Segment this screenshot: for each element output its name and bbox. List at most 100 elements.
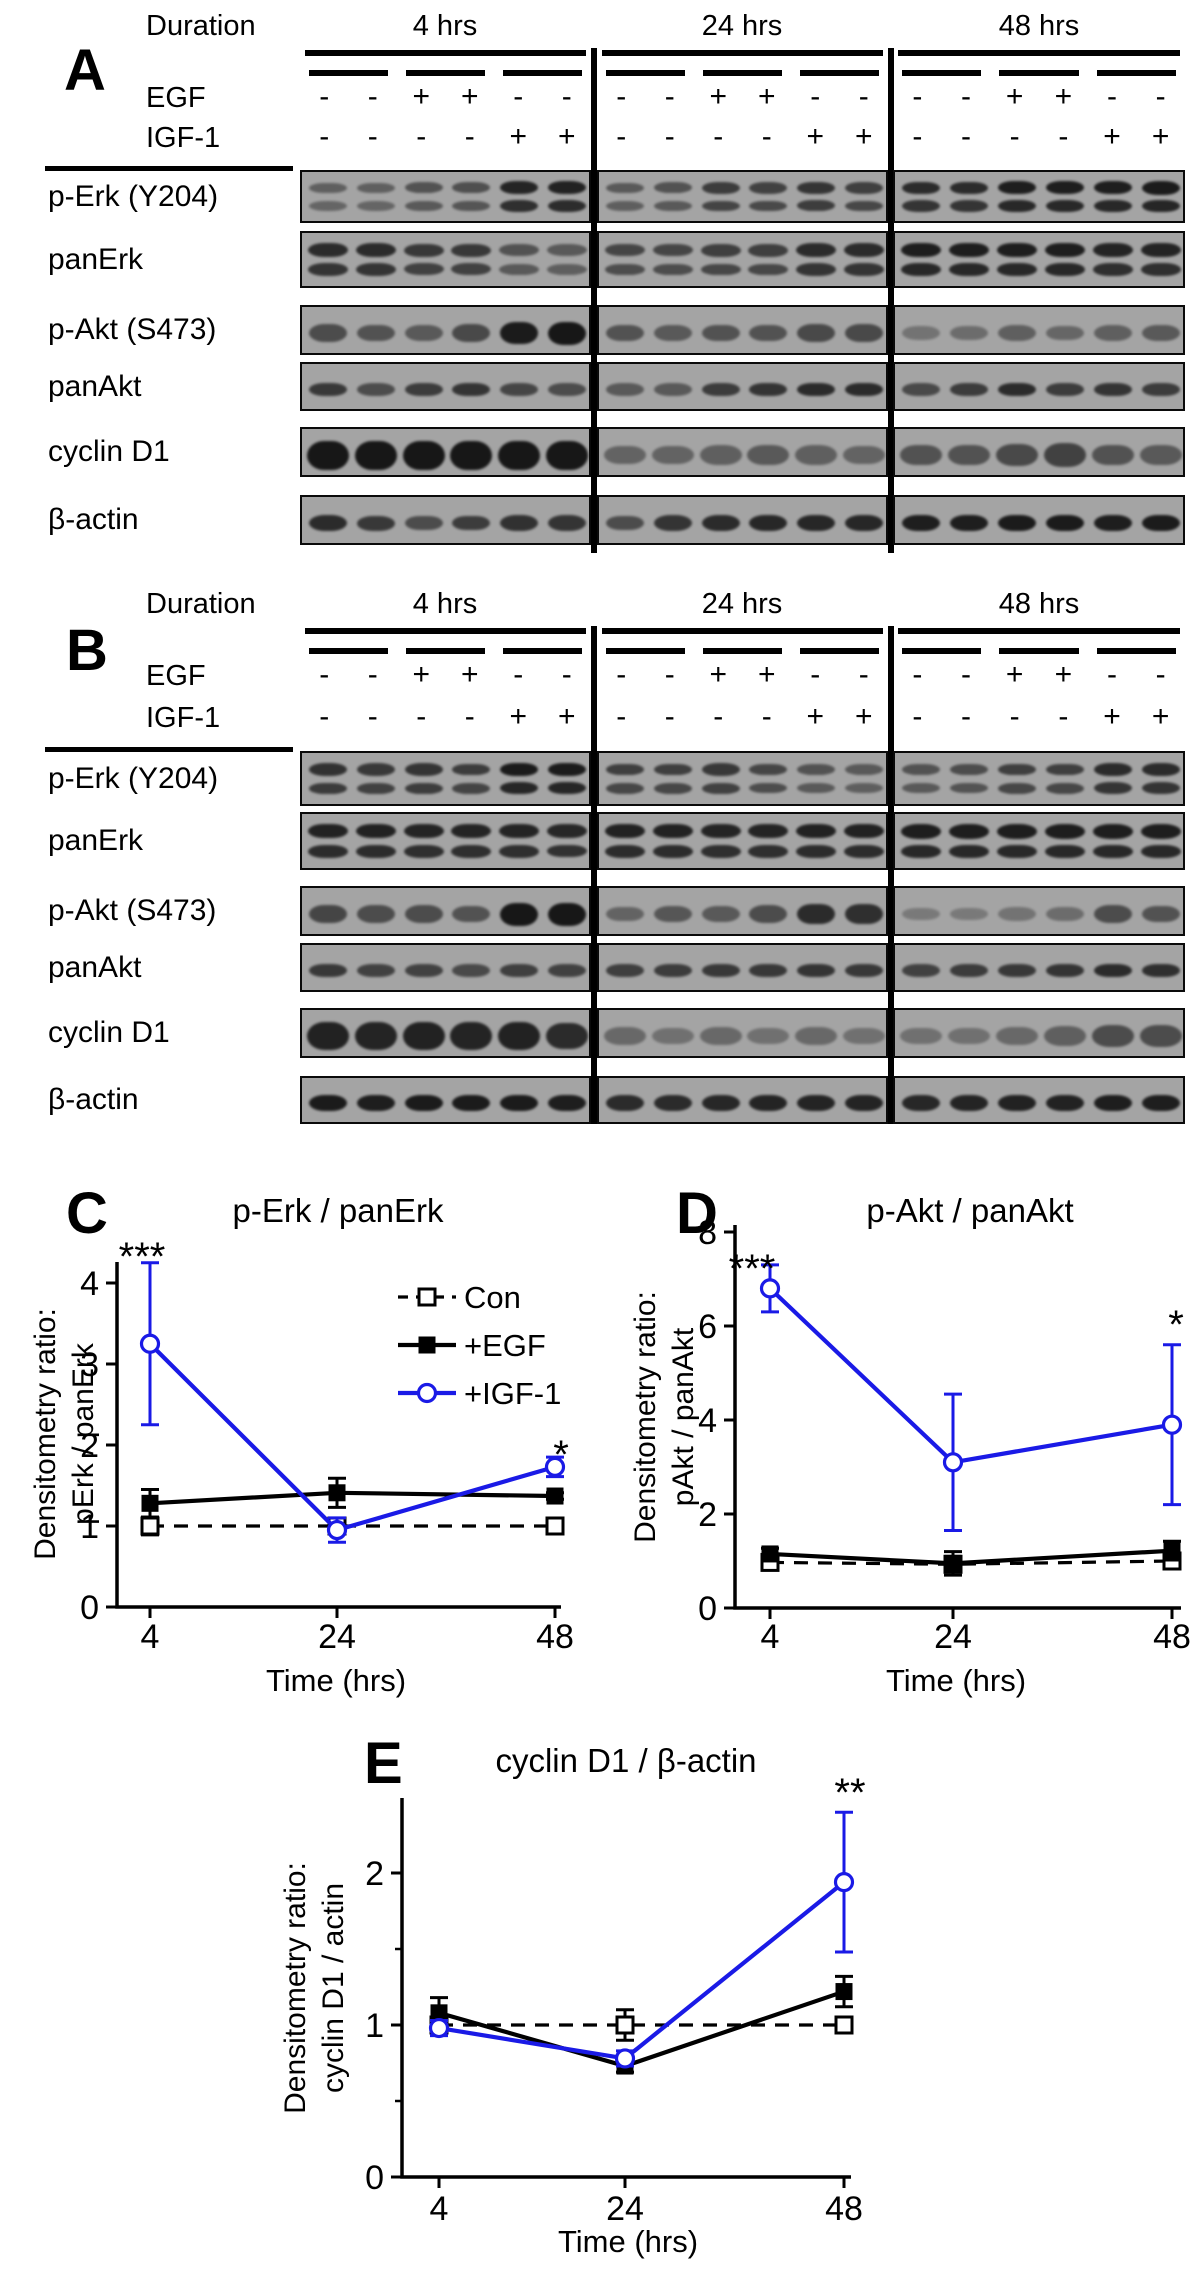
blot-band (797, 181, 835, 194)
blot-band (499, 264, 539, 275)
blot-band (902, 326, 941, 340)
time-label: 24 hrs (701, 588, 783, 620)
blot-band (1045, 1095, 1084, 1111)
y-tick-label: 2 (698, 1496, 717, 1534)
blot-band (998, 782, 1037, 794)
igf-treatment-sign: + (557, 120, 576, 153)
blot-band (452, 382, 491, 397)
blot-band (402, 440, 445, 470)
blot-band (1141, 181, 1180, 195)
blot-band (748, 844, 789, 858)
x-axis-label: Time (hrs) (558, 2224, 698, 2259)
y-tick-label: 4 (698, 1402, 717, 1440)
significance-annotation: *** (729, 1247, 776, 1291)
data-point-marker-open-square (140, 1516, 160, 1536)
blot-band (1093, 782, 1132, 794)
blot-band (307, 440, 350, 470)
data-point-marker-open-circle (428, 2017, 450, 2039)
blot-band (545, 1022, 588, 1050)
blot-band (451, 263, 492, 276)
blot-group-box (893, 305, 1185, 355)
blot-group-box (300, 362, 591, 411)
igf-treatment-sign: - (367, 700, 378, 733)
blot-band (309, 382, 348, 397)
igf-treatment-sign: + (1151, 700, 1170, 733)
blot-row-label: panAkt (48, 369, 142, 403)
blot-band (357, 383, 395, 396)
blot-band (309, 963, 348, 978)
time-label: 4 hrs (412, 588, 478, 620)
blot-band (1044, 262, 1085, 277)
egf-treatment-sign: - (561, 80, 572, 113)
egf-treatment-sign: - (961, 658, 971, 691)
blot-row-label: β-actin (48, 1083, 139, 1116)
blot-band (356, 243, 396, 257)
blot-band (997, 824, 1038, 839)
igf-treatment-sign: + (806, 120, 825, 153)
blot-band (749, 905, 788, 923)
blot-group-box (597, 170, 888, 223)
blot-band (357, 963, 395, 977)
blot-band (1141, 515, 1180, 531)
egf-treatment-sign: - (961, 80, 971, 113)
blot-band (749, 1095, 788, 1111)
blot-band (842, 1027, 885, 1045)
blot-band (1091, 1025, 1134, 1047)
blot-band (309, 782, 348, 794)
blot-band (498, 440, 540, 470)
blot-band (307, 1022, 350, 1050)
blot-band (403, 824, 444, 839)
blot-band (654, 515, 692, 531)
egf-row-label: EGF (146, 82, 206, 114)
blot-band (1091, 444, 1134, 466)
blot-band (404, 763, 443, 776)
blot-band (606, 1095, 645, 1111)
blot-band (547, 1095, 586, 1111)
blot-band (309, 904, 348, 924)
blot-band (546, 824, 587, 839)
blot-band (654, 325, 692, 341)
blot-group-box (300, 1076, 591, 1124)
lane-pair-bar (999, 70, 1079, 76)
blot-band (452, 782, 491, 794)
time-group-divider (591, 626, 597, 1124)
blot-band (605, 824, 646, 839)
y-tick-label: 0 (698, 1590, 717, 1628)
blot-band (796, 243, 836, 257)
blot-band (749, 200, 788, 212)
blot-band (1141, 1095, 1180, 1111)
blot-band (747, 1027, 790, 1045)
blot-band (1092, 844, 1133, 858)
data-point-marker-filled-square (141, 1494, 159, 1512)
y-tick-label: 2 (365, 1855, 384, 1893)
blot-band (547, 515, 586, 531)
egf-treatment-sign: + (709, 658, 728, 691)
blot-band (500, 762, 538, 777)
blot-band (452, 964, 491, 977)
lane-pair-bar (606, 70, 685, 76)
blot-band (606, 906, 645, 922)
blot-band (843, 824, 884, 839)
blot-band (452, 182, 491, 194)
igf-treatment-sign: + (806, 700, 825, 733)
blot-band (404, 325, 443, 341)
blot-band (701, 382, 740, 397)
blot-band (997, 844, 1038, 858)
blot-band (1093, 382, 1132, 397)
blot-group-box (300, 751, 591, 806)
igf-treatment-sign: - (1058, 700, 1069, 733)
egf-treatment-sign: - (513, 80, 524, 113)
egf-treatment-sign: + (757, 658, 776, 691)
blot-row-label: cyclin D1 (48, 1016, 170, 1049)
blot-band (652, 1027, 694, 1045)
duration-underline-bar (602, 628, 883, 634)
egf-treatment-sign: - (912, 80, 923, 113)
igf-treatment-sign: - (464, 700, 475, 733)
blot-band (1092, 824, 1133, 839)
time-label: 48 hrs (998, 10, 1080, 42)
duration-underline-bar (898, 50, 1180, 56)
lane-pair-bar (703, 648, 782, 654)
y-axis-label-line1: Densitometry ratio: (279, 1862, 312, 2114)
blot-band (699, 1027, 742, 1045)
igf-treatment-sign: - (961, 700, 971, 733)
